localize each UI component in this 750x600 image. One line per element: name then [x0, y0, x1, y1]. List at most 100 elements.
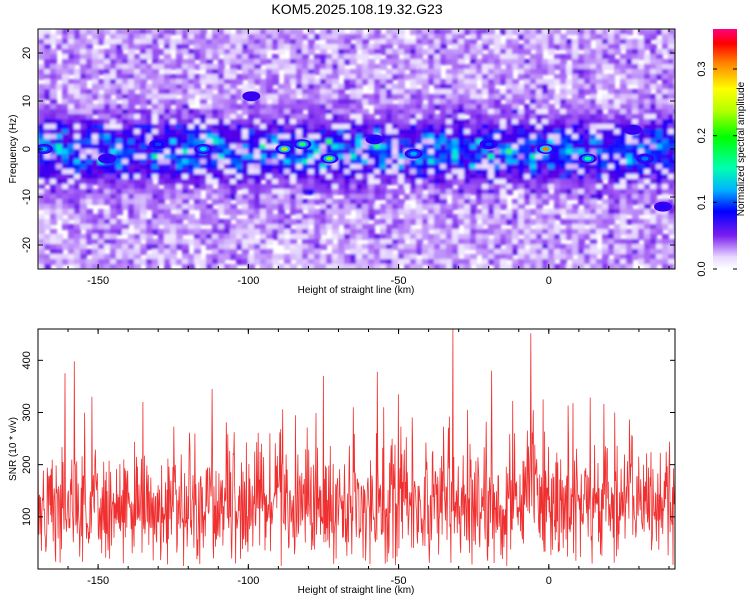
heatmap-cell [200, 134, 207, 140]
heatmap-cell [578, 169, 585, 175]
heatmap-cell [572, 39, 579, 45]
heatmap-cell [566, 64, 573, 70]
heatmap-cell [470, 74, 477, 80]
heatmap-cell [218, 169, 225, 175]
heatmap-cell [152, 219, 159, 225]
heatmap-cell [248, 79, 255, 85]
heatmap-cell [572, 174, 579, 180]
heatmap-cell [212, 264, 219, 269]
heatmap-cell [278, 189, 285, 195]
heatmap-cell [608, 54, 615, 60]
heatmap-cell [338, 254, 345, 260]
heatmap-cell [302, 99, 309, 105]
heatmap-cell [350, 204, 357, 210]
heatmap-cell [392, 149, 399, 155]
heatmap-cell [104, 209, 111, 215]
heatmap-cell [524, 179, 531, 185]
heatmap-cell [44, 69, 51, 75]
heatmap-cell [170, 99, 177, 105]
heatmap-cell [212, 254, 219, 260]
heatmap-cell [44, 114, 51, 120]
heatmap-cell [332, 79, 339, 85]
heatmap-cell [242, 164, 249, 170]
heatmap-cell [494, 184, 501, 190]
heatmap-cell [122, 169, 129, 175]
heatmap-cell [212, 249, 219, 255]
heatmap-cell [50, 179, 57, 185]
heatmap-cell [122, 34, 129, 40]
heatmap-cell [542, 84, 549, 90]
heatmap-cell [464, 174, 471, 180]
heatmap-cell [530, 79, 537, 85]
heatmap-cell [602, 239, 609, 245]
heatmap-cell [44, 54, 51, 60]
heatmap-cell [650, 149, 657, 155]
heatmap-cell [110, 224, 117, 230]
heatmap-cell [344, 139, 351, 145]
heatmap-cell [482, 184, 489, 190]
heatmap-cell [434, 44, 441, 50]
heatmap-cell [404, 109, 411, 115]
heatmap-cell [488, 164, 495, 170]
heatmap-cell [434, 204, 441, 210]
colorbar-gradient [713, 29, 737, 269]
heatmap-cell [494, 79, 501, 85]
heatmap-cell [122, 194, 129, 200]
heatmap-cell [596, 169, 603, 175]
heatmap-cell [170, 194, 177, 200]
heatmap-cell [458, 184, 465, 190]
heatmap-cell [152, 214, 159, 220]
heatmap-cell [302, 34, 309, 40]
heatmap-cell [188, 169, 195, 175]
heatmap-cell [158, 59, 165, 65]
heatmap-cell [146, 199, 153, 205]
heatmap-cell [290, 234, 297, 240]
heatmap-cell [542, 184, 549, 190]
heatmap-cell [446, 179, 453, 185]
heatmap-cell [308, 164, 315, 170]
heatmap-cell [578, 239, 585, 245]
heatmap-cell [398, 154, 405, 160]
heatmap-cell [464, 204, 471, 210]
heatmap-cell [86, 149, 93, 155]
heatmap-cell [182, 259, 189, 265]
heatmap-cell [104, 244, 111, 250]
heatmap-cell [140, 79, 147, 85]
heatmap-cell [644, 224, 651, 230]
heatmap-cell [506, 154, 513, 160]
heatmap-cell [248, 59, 255, 65]
heatmap-cell [188, 154, 195, 160]
heatmap-cell [446, 54, 453, 60]
heatmap-cell [44, 29, 51, 35]
heatmap-cell [134, 119, 141, 125]
heatmap-cell [332, 184, 339, 190]
heatmap-cell [326, 214, 333, 220]
heatmap-cell [284, 29, 291, 35]
heatmap-cell [194, 84, 201, 90]
heatmap-cell [572, 64, 579, 70]
heatmap-cell [44, 154, 51, 160]
heatmap-cell [602, 184, 609, 190]
heatmap-cell [338, 154, 345, 160]
heatmap-cell [86, 69, 93, 75]
heatmap-cell [434, 169, 441, 175]
heatmap-cell [56, 169, 63, 175]
heatmap-cell [530, 259, 537, 265]
heatmap-cell [320, 49, 327, 55]
heatmap-cell [176, 229, 183, 235]
heatmap-cell [332, 259, 339, 265]
heatmap-cell [422, 149, 429, 155]
heatmap-cell [344, 234, 351, 240]
heatmap-cell [146, 99, 153, 105]
heatmap-cell [446, 149, 453, 155]
heatmap-cell [446, 184, 453, 190]
heatmap-cell [344, 219, 351, 225]
heatmap-cell [644, 189, 651, 195]
heatmap-cell [182, 159, 189, 165]
heatmap-cell [206, 79, 213, 85]
heatmap-cell [488, 159, 495, 165]
heatmap-cell [260, 119, 267, 125]
heatmap-cell [428, 264, 435, 269]
heatmap-cell [62, 254, 69, 260]
heatmap-cell [320, 164, 327, 170]
